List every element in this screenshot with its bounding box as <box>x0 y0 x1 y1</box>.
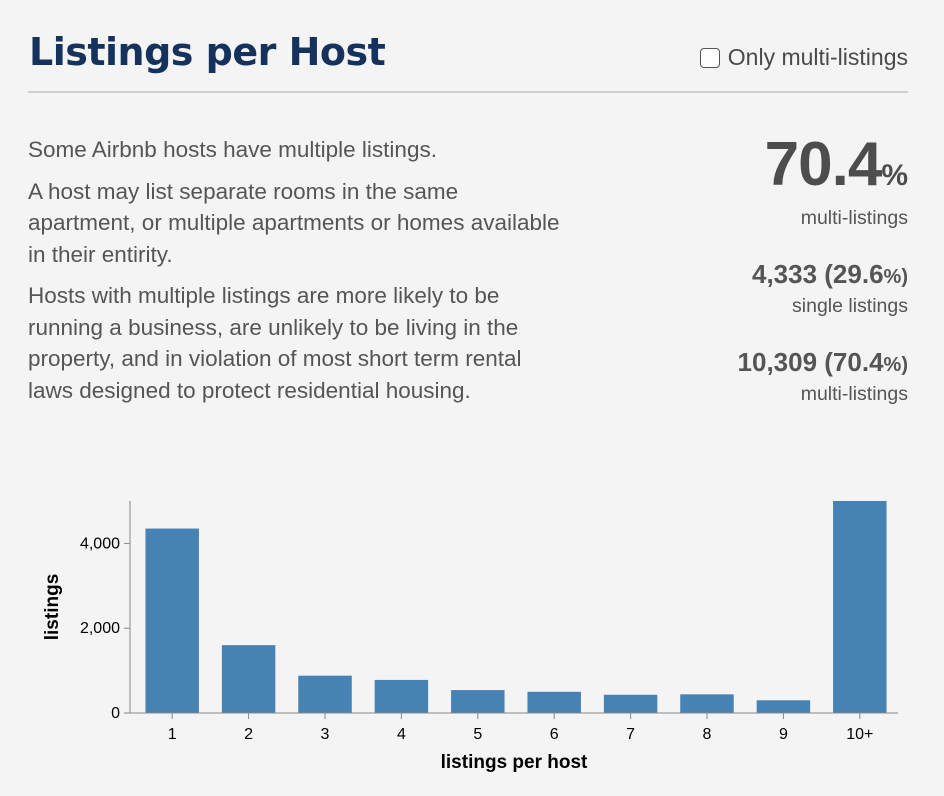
x-tick-label: 3 <box>321 726 330 743</box>
multi-pct: %) <box>883 354 908 376</box>
bar <box>603 694 658 713</box>
multi-listings-toggle[interactable]: Only multi-listings <box>699 44 908 71</box>
bar <box>527 691 581 713</box>
single-listings-label: single listings <box>792 295 908 317</box>
description-paragraph: Some Airbnb hosts have multiple listings… <box>28 137 437 162</box>
page-title: Listings per Host <box>29 30 386 74</box>
x-tick-label: 8 <box>703 726 712 743</box>
single-pct: %) <box>883 266 908 288</box>
bars-group <box>145 501 887 713</box>
x-tick-label: 2 <box>244 726 253 743</box>
y-tick-label: 0 <box>111 705 120 722</box>
y-tick-label: 4,000 <box>80 535 120 552</box>
x-tick-label: 9 <box>779 726 788 743</box>
headline-pct: % <box>881 159 908 192</box>
stats-panel: 70.4% multi-listings 4,333 (29.6%) singl… <box>738 130 908 406</box>
y-tick-label: 2,000 <box>80 620 120 637</box>
bar <box>680 694 734 713</box>
multi-listings-label: multi-listings <box>800 383 908 405</box>
headline-label: multi-listings <box>800 207 908 229</box>
x-tick-label: 10+ <box>846 726 873 743</box>
headline-value: 70.4 <box>764 130 883 199</box>
y-axis-label: listings <box>42 574 63 641</box>
bar <box>451 690 505 713</box>
x-axis-label: listings per host <box>441 752 588 773</box>
x-tick-label: 4 <box>397 726 406 743</box>
description-paragraph: Hosts with multiple listings are more li… <box>28 283 522 403</box>
single-value: 4,333 (29.6 <box>751 259 884 289</box>
toggle-label: Only multi-listings <box>727 44 908 70</box>
x-tick-label: 1 <box>168 726 177 743</box>
checkbox-icon[interactable] <box>699 47 720 68</box>
description-paragraph: A host may list separate rooms in the sa… <box>28 178 560 267</box>
x-tick-label: 6 <box>550 726 559 743</box>
bar <box>145 528 199 713</box>
multi-listings-stat: 10,309 (70.4%) <box>738 346 908 381</box>
bar <box>221 645 276 713</box>
listings-bar-chart: 1 2 3 4 5 6 7 8 9 10+ 0 2,000 4,000 listings per host… <box>42 501 898 773</box>
bar <box>756 700 811 713</box>
x-tick-label: 5 <box>473 726 482 743</box>
description: Some Airbnb hosts have multiple listings… <box>28 134 568 416</box>
bar <box>374 679 429 713</box>
multi-value: 10,309 (70.4 <box>737 347 884 377</box>
single-listings-stat: 4,333 (29.6%) <box>738 258 908 293</box>
axes-group: 1 2 3 4 5 6 7 8 9 10+ 0 2,000 4,000 listings per host… <box>42 501 898 773</box>
header-divider <box>28 91 908 93</box>
x-tick-label: 7 <box>626 726 635 743</box>
bar <box>298 675 352 713</box>
headline-stat: 70.4% <box>738 130 908 211</box>
bar <box>833 501 887 713</box>
